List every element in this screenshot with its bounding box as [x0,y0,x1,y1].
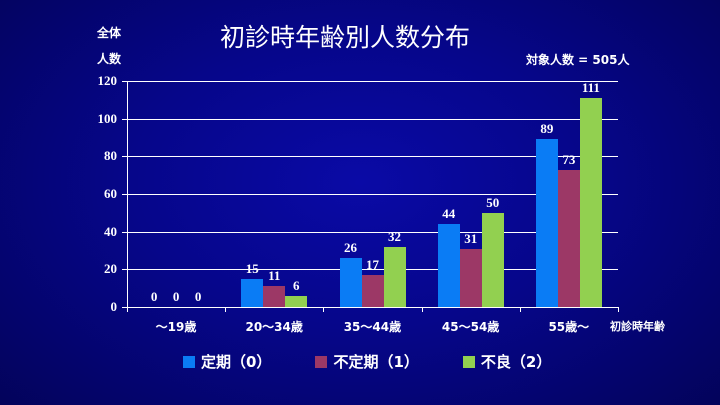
bar [535,139,558,307]
y-tick-120 [122,81,127,82]
legend-swatch-regular [183,355,195,368]
y-tick-label: 100 [97,110,118,126]
bar-value-label: 0 [172,289,180,304]
gridline-40 [127,231,618,233]
x-category-label: 55歳〜 [548,320,590,334]
y-tick-label: 80 [104,148,117,164]
bar [285,295,308,307]
y-tick-40 [122,231,127,233]
bar [459,248,482,307]
bar-value-label: 44 [442,206,456,222]
x-tick [225,307,226,312]
legend-item-irregular: 不定期（1） [315,351,419,372]
y-tick-label: 20 [104,261,117,277]
bar-value-label: 89 [540,121,554,137]
y-axis-label-line2: 人数 [97,52,122,66]
x-category-label: 45〜54歳 [441,320,500,334]
legend: 定期（0） 不定期（1） 不良（2） [183,351,595,372]
bar [241,278,264,307]
gridline-20 [127,269,618,271]
y-axis-label-line1: 全体 [97,26,122,40]
bar-value-label: 111 [581,79,600,95]
bar-value-label: 0 [150,289,158,304]
legend-label-poor: 不良（2） [480,353,552,371]
bar-value-label: 17 [366,256,379,272]
x-tick [520,307,521,312]
bar [383,246,406,307]
x-category-label: 〜19歳 [155,320,197,334]
y-tick-label: 0 [110,299,118,314]
x-axis-label: 初診時年齢 [610,320,665,333]
bar-value-label: 0 [194,289,202,304]
bar-value-label: 31 [464,230,478,246]
legend-item-regular: 定期（0） [183,351,271,372]
chart-title: 初診時年齢別人数分布 [220,23,471,52]
bar-value-label: 6 [293,277,300,293]
y-tick-label: 120 [97,73,118,88]
bar-value-label: 50 [486,194,500,210]
gridline-60 [127,194,618,195]
bar [339,258,362,307]
bar-value-label: 73 [562,151,576,167]
legend-item-poor: 不良（2） [462,351,552,372]
gridline-120 [127,81,618,82]
y-tick-0 [122,307,127,308]
bar-value-label: 11 [268,268,281,284]
y-tick-100 [122,118,127,120]
bar-value-label: 32 [388,228,401,244]
bar-value-label: 15 [245,260,259,276]
x-tick [323,307,324,312]
legend-swatch-poor [462,355,475,368]
x-tick [127,307,128,312]
y-tick-80 [122,156,127,158]
bar-value-label: 26 [344,240,357,256]
bar [263,286,286,307]
x-tick [422,307,423,312]
legend-label-irregular: 不定期（1） [333,353,419,371]
gridline-80 [127,156,618,158]
x-category-label: 35〜44歳 [343,320,402,334]
bar [579,97,602,307]
bar [557,169,580,307]
gridline-0 [127,307,618,308]
x-tick [618,307,619,312]
legend-label-regular: 定期（0） [201,353,272,371]
legend-swatch-irregular [315,355,328,368]
y-tick-60 [122,194,127,195]
x-category-label: 20〜34歳 [245,320,303,334]
y-tick-20 [122,269,127,271]
y-tick-label: 40 [104,223,117,239]
bar [361,274,384,307]
bar [437,224,460,307]
total-count-label: 対象人数 = 505人 [526,53,630,67]
gridline-100 [127,118,618,120]
plot-area: 0 20 40 60 80 100 120 0 0 0 15 11 6 26 17 32 44 31 50 89 73 1… [98,73,619,314]
bar [481,212,504,307]
y-tick-label: 60 [104,186,117,201]
